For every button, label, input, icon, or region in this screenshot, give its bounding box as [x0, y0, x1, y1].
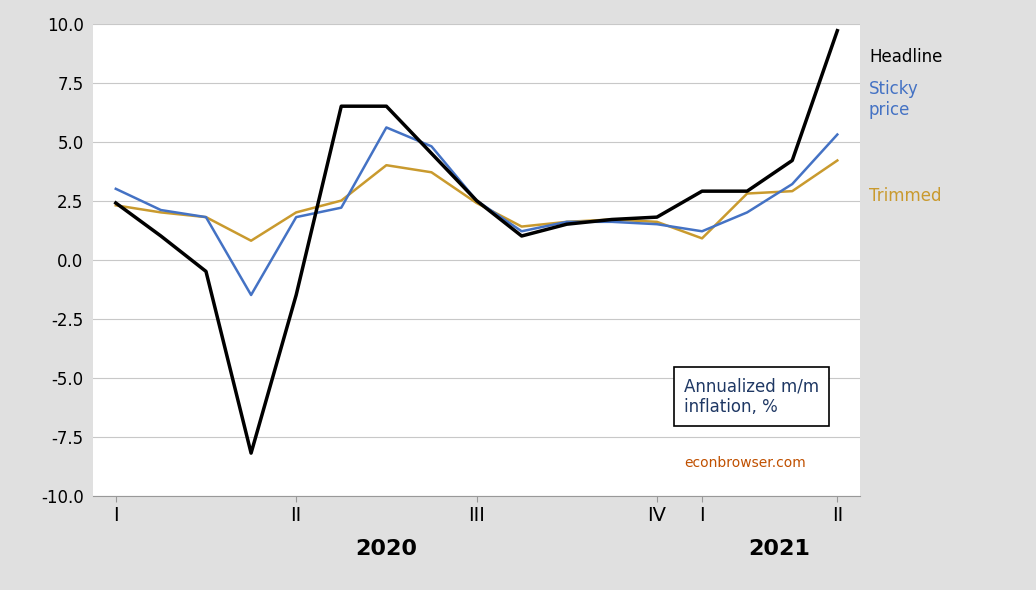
Text: Annualized m/m
inflation, %: Annualized m/m inflation, %: [684, 377, 819, 416]
Text: econbrowser.com: econbrowser.com: [684, 455, 806, 470]
Text: Sticky
price: Sticky price: [869, 80, 919, 119]
Text: 2020: 2020: [355, 539, 418, 559]
Text: 2021: 2021: [748, 539, 810, 559]
Text: Headline: Headline: [869, 48, 943, 65]
Text: Trimmed: Trimmed: [869, 187, 942, 205]
